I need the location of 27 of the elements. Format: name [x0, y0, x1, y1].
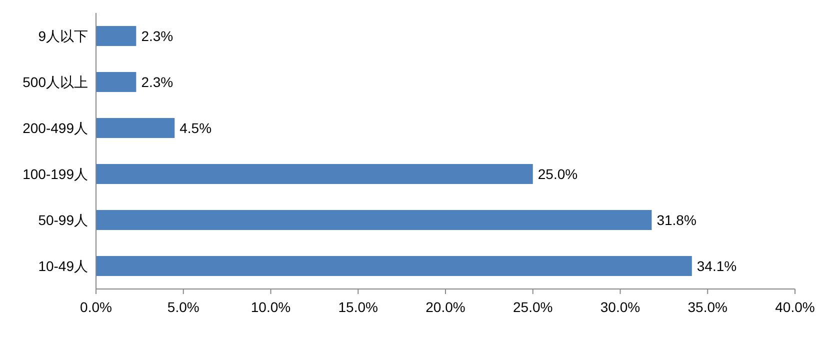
data-label: 31.8%	[656, 212, 696, 228]
data-label: 2.3%	[141, 74, 174, 90]
data-label: 34.1%	[696, 258, 737, 274]
data-label: 2.3%	[141, 28, 174, 44]
y-tick-label: 50-99人	[38, 212, 88, 228]
x-tick-label: 30.0%	[600, 298, 640, 315]
x-tick-label: 35.0%	[688, 298, 728, 315]
x-tick-label: 5.0%	[167, 298, 200, 315]
x-tick-label: 20.0%	[426, 298, 466, 315]
bar	[96, 118, 175, 138]
y-tick-label: 100-199人	[22, 166, 88, 182]
bar	[96, 210, 652, 230]
data-label: 25.0%	[538, 166, 578, 182]
x-tick-label: 25.0%	[513, 298, 553, 315]
y-tick-label: 500人以上	[22, 74, 88, 90]
y-tick-label: 9人以下	[38, 28, 88, 44]
y-tick-label: 10-49人	[38, 258, 88, 274]
x-tick-label: 10.0%	[250, 298, 291, 315]
x-tick-label: 40.0%	[775, 298, 815, 315]
bar	[96, 256, 692, 276]
bar	[96, 164, 533, 184]
x-tick-label: 0.0%	[80, 298, 112, 315]
x-tick-label: 15.0%	[338, 298, 378, 315]
y-tick-label: 200-499人	[22, 120, 88, 136]
bar	[96, 72, 136, 92]
bar	[96, 26, 136, 46]
data-label: 4.5%	[180, 120, 212, 136]
